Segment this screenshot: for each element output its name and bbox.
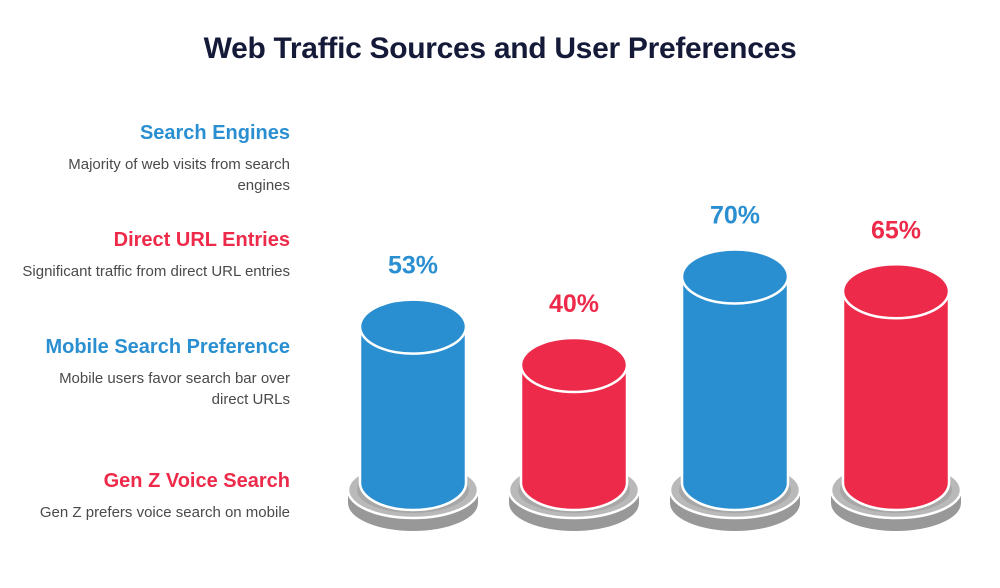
- legend-item-direct-url: Direct URL Entries Significant traffic f…: [20, 227, 290, 282]
- legend-description: Significant traffic from direct URL entr…: [22, 263, 290, 280]
- legend-title: Search Engines: [139, 122, 290, 144]
- legend-item-mobile-search: Mobile Search Preference Mobile users fa…: [20, 334, 290, 410]
- legend-description: Mobile users favor search bar over direc…: [59, 370, 290, 408]
- bar-body: [519, 363, 629, 512]
- legend-title: Direct URL Entries: [113, 229, 290, 251]
- chart-title: Web Traffic Sources and User Preferences: [203, 32, 797, 65]
- legend-description: Majority of web visits from search engin…: [68, 156, 290, 194]
- bar-body: [358, 325, 468, 512]
- legend-description: Gen Z prefers voice search on mobile: [39, 504, 290, 521]
- bar-body: [680, 275, 790, 512]
- value-label: 70%: [710, 202, 760, 230]
- legend-item-search-engines: Search Engines Majority of web visits fr…: [20, 120, 290, 196]
- legend-title: Mobile Search Preference: [45, 336, 290, 358]
- bar-search-engines: 53%: [346, 252, 480, 531]
- legend-item-gen-z-voice: Gen Z Voice Search Gen Z prefers voice s…: [20, 468, 290, 523]
- value-label: 53%: [388, 252, 438, 280]
- value-label: 65%: [871, 216, 921, 244]
- bar-direct-url-entries: 40%: [507, 290, 641, 531]
- bar-mobile-search-preference: 70%: [668, 202, 802, 531]
- bar-gen-z-voice-search: 65%: [829, 216, 963, 531]
- bar-body: [841, 290, 951, 512]
- bar-top: [358, 298, 468, 355]
- legend-title: Gen Z Voice Search: [103, 470, 290, 492]
- bar-top: [680, 248, 790, 305]
- bar-top: [841, 263, 951, 320]
- value-label: 40%: [549, 290, 599, 318]
- bar-top: [519, 336, 629, 394]
